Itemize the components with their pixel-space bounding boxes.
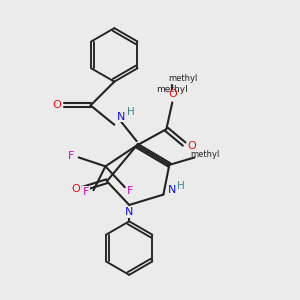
Text: methyl: methyl	[168, 74, 197, 82]
Text: O: O	[52, 100, 61, 110]
Text: O: O	[71, 184, 80, 194]
Text: methyl: methyl	[156, 85, 188, 94]
Text: O: O	[187, 140, 196, 151]
Text: methyl: methyl	[190, 150, 220, 159]
Text: N: N	[125, 207, 134, 218]
Text: H: H	[177, 181, 185, 191]
Text: N: N	[117, 112, 125, 122]
Text: H: H	[127, 107, 135, 117]
Text: O: O	[168, 89, 177, 99]
Text: F: F	[127, 186, 133, 196]
Text: F: F	[83, 187, 89, 196]
Text: N: N	[168, 185, 176, 195]
Text: F: F	[68, 151, 74, 161]
